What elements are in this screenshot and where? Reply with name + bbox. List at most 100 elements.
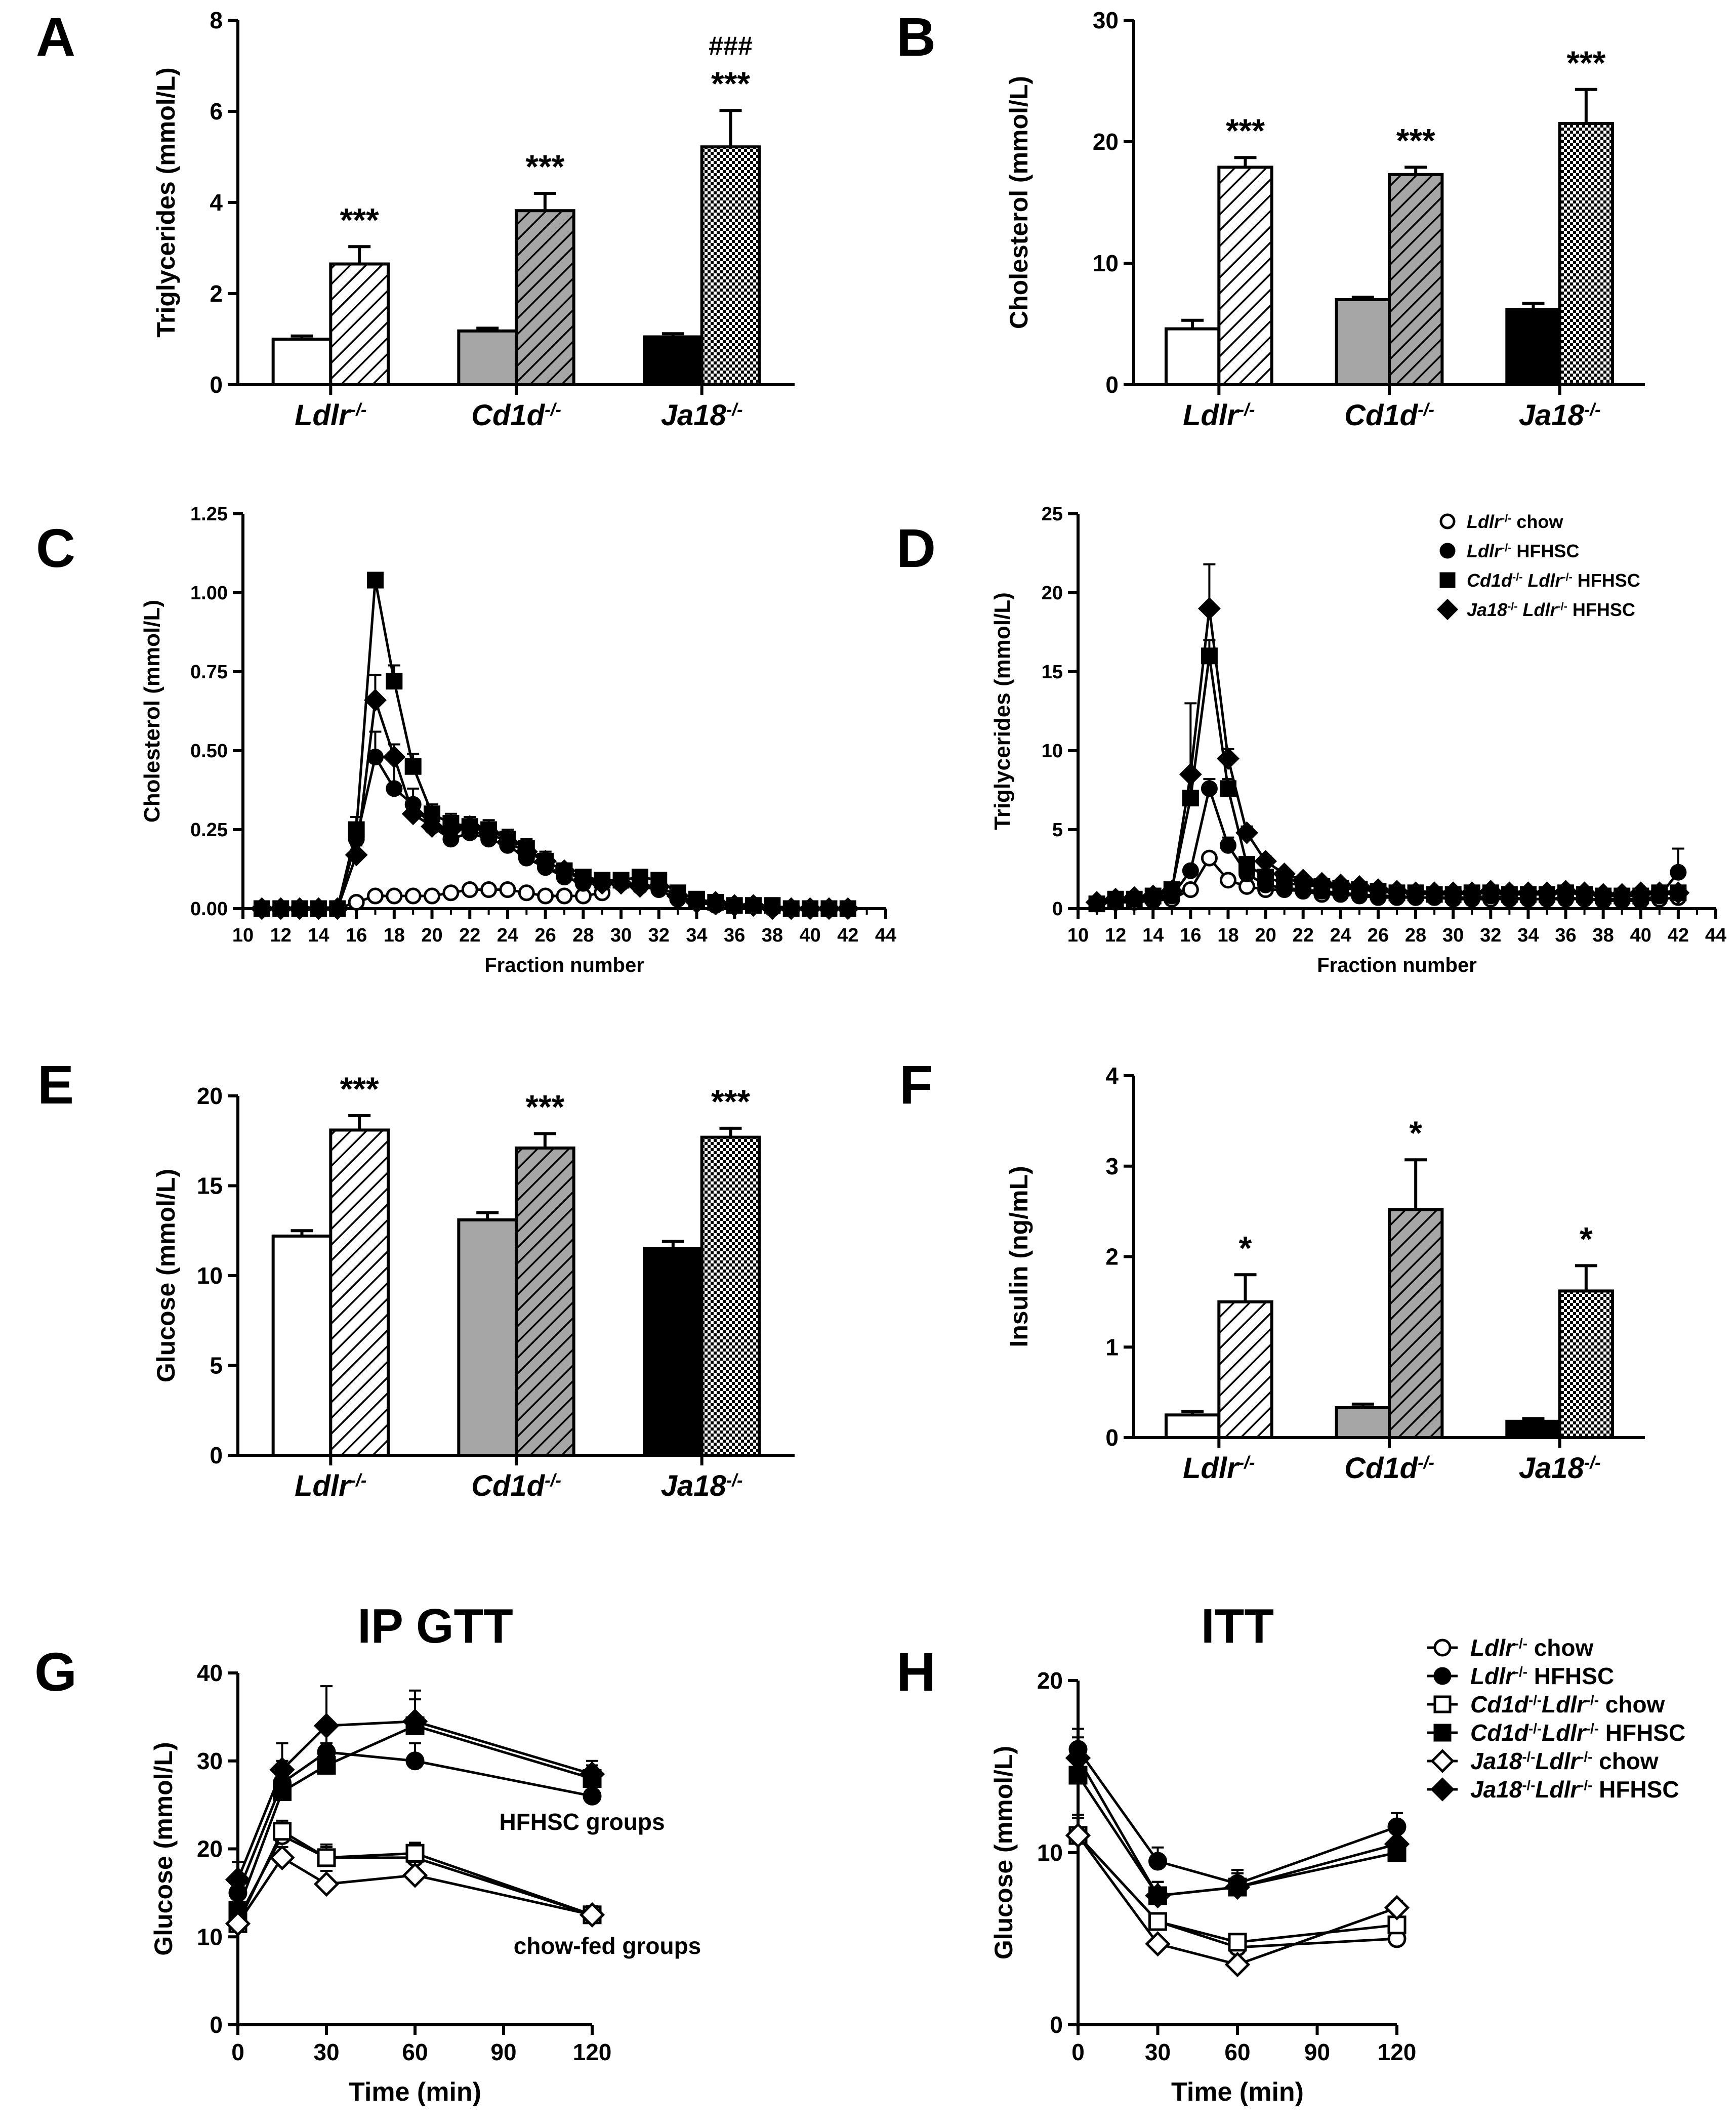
label-part: chow bbox=[1527, 1634, 1594, 1661]
x-tick-label: 10 bbox=[232, 925, 254, 946]
x-tick-label: 40 bbox=[1630, 925, 1651, 946]
data-point bbox=[1670, 864, 1687, 881]
y-tick-label: 30 bbox=[197, 1748, 223, 1774]
legend-item: Ldlr-/- chow bbox=[1427, 1634, 1593, 1661]
series-line bbox=[1096, 608, 1678, 904]
bar bbox=[515, 1146, 575, 1457]
data-point bbox=[386, 887, 403, 905]
superscript: -/- bbox=[726, 1470, 743, 1490]
data-point bbox=[313, 1871, 340, 1897]
data-point bbox=[1219, 872, 1236, 889]
x-tick-label: 32 bbox=[648, 925, 670, 946]
bar bbox=[1558, 122, 1615, 386]
data-point bbox=[458, 815, 481, 838]
data-point bbox=[1145, 1883, 1171, 1909]
y-tick-label: 30 bbox=[1093, 7, 1119, 33]
label-part: Cd1d bbox=[471, 399, 546, 432]
data-point bbox=[579, 1902, 605, 1928]
significance-marker: * bbox=[1239, 1229, 1252, 1266]
label-part: Ldlr bbox=[1467, 511, 1502, 532]
x-tick-label: 30 bbox=[610, 925, 632, 946]
series-line bbox=[1077, 1748, 1397, 1885]
label-part: Cd1d bbox=[1470, 1691, 1529, 1718]
data-point bbox=[1145, 1931, 1171, 1957]
y-tick-label: 8 bbox=[210, 7, 223, 33]
data-point bbox=[1592, 883, 1615, 906]
data-point bbox=[1384, 1831, 1410, 1857]
legend-marker bbox=[1439, 572, 1456, 588]
data-point bbox=[779, 897, 803, 920]
label-part: HFHSC bbox=[1592, 1776, 1679, 1803]
y-tick-label: 10 bbox=[197, 1924, 223, 1950]
data-point bbox=[317, 1848, 336, 1867]
data-point bbox=[269, 897, 293, 920]
series-line bbox=[1077, 1834, 1397, 1966]
x-axis-label: Time (min) bbox=[1171, 2077, 1304, 2107]
label-part: Ldlr bbox=[1522, 570, 1563, 591]
panel-H: H 0 10 20 Glucose (mmol/L) ITT 0 30 60 90 120 Time … bbox=[896, 1599, 1685, 2107]
data-point bbox=[1104, 887, 1127, 911]
x-tick-label: 26 bbox=[535, 925, 556, 946]
y-axis-label: Triglycerides (mmol/L) bbox=[152, 67, 180, 337]
data-point bbox=[1610, 883, 1634, 906]
data-point bbox=[366, 887, 384, 905]
legend-marker bbox=[1430, 1749, 1455, 1773]
x-tick-label: 14 bbox=[1142, 925, 1164, 946]
label-part: Ldlr bbox=[1183, 1452, 1240, 1485]
data-point bbox=[1404, 881, 1427, 905]
series-line bbox=[1077, 1757, 1397, 1897]
label-part: Ja18 bbox=[1470, 1776, 1522, 1803]
series-2 bbox=[253, 571, 856, 917]
chart-title: ITT bbox=[1201, 1599, 1274, 1653]
label-part: chow bbox=[1511, 511, 1563, 532]
data-point bbox=[534, 849, 557, 873]
superscript: -/- bbox=[1522, 1777, 1535, 1793]
y-tick-label: 0.50 bbox=[190, 741, 228, 762]
superscript: -/- bbox=[545, 400, 561, 420]
superscript: -/- bbox=[1501, 541, 1511, 554]
series-3 bbox=[250, 674, 859, 920]
legend-item: Cd1d-/- Ldlr-/- HFHSC bbox=[1439, 570, 1640, 591]
data-point bbox=[1254, 849, 1277, 873]
superscript: -/- bbox=[1512, 570, 1522, 583]
y-tick-label: 25 bbox=[1042, 504, 1063, 525]
bar bbox=[1335, 298, 1391, 386]
y-axis-label: Triglycerides (mmol/L) bbox=[990, 592, 1015, 830]
data-point bbox=[1629, 881, 1652, 905]
x-axis-label: Fraction number bbox=[484, 954, 644, 976]
data-point bbox=[1536, 881, 1558, 905]
panel-C: C 0.00 0.25 0.50 0.75 1.00 1.25 Cholesterol (mm… bbox=[36, 504, 896, 976]
data-point bbox=[704, 891, 727, 914]
x-tick-label: 60 bbox=[1224, 2039, 1250, 2065]
superscript: -/- bbox=[726, 400, 743, 420]
data-point bbox=[1667, 881, 1690, 905]
significance-marker: *** bbox=[1396, 121, 1435, 159]
panel-letter: H bbox=[896, 1641, 936, 1702]
data-point bbox=[591, 872, 614, 895]
x-tick-label: 36 bbox=[1555, 925, 1576, 946]
legend-label: Ja18-/-Ldlr-/- chow bbox=[1470, 1748, 1659, 1774]
data-point bbox=[499, 881, 516, 898]
legend-item: Cd1d-/-Ldlr-/- chow bbox=[1427, 1691, 1665, 1718]
data-point bbox=[647, 875, 671, 898]
bar bbox=[457, 1218, 518, 1457]
label-part: Ldlr bbox=[295, 1469, 352, 1502]
y-tick-label: 15 bbox=[197, 1173, 223, 1199]
data-point bbox=[1148, 1852, 1167, 1871]
superscript: -/- bbox=[1501, 512, 1511, 524]
y-axis-label: Insulin (ng/mL) bbox=[1005, 1166, 1033, 1347]
y-tick-label: 0 bbox=[1105, 1424, 1119, 1451]
superscript: -/- bbox=[1514, 1664, 1527, 1680]
y-tick-label: 40 bbox=[197, 1660, 223, 1686]
x-tick-label: 10 bbox=[1067, 925, 1089, 946]
x-tick-label: 120 bbox=[1378, 2039, 1417, 2065]
chart-title: IP GTT bbox=[357, 1599, 513, 1653]
data-point bbox=[421, 815, 443, 838]
bar bbox=[271, 338, 333, 386]
legend-marker bbox=[1439, 513, 1456, 529]
bar bbox=[1217, 1300, 1273, 1439]
bar bbox=[515, 209, 575, 386]
panel-letter: D bbox=[896, 517, 936, 579]
